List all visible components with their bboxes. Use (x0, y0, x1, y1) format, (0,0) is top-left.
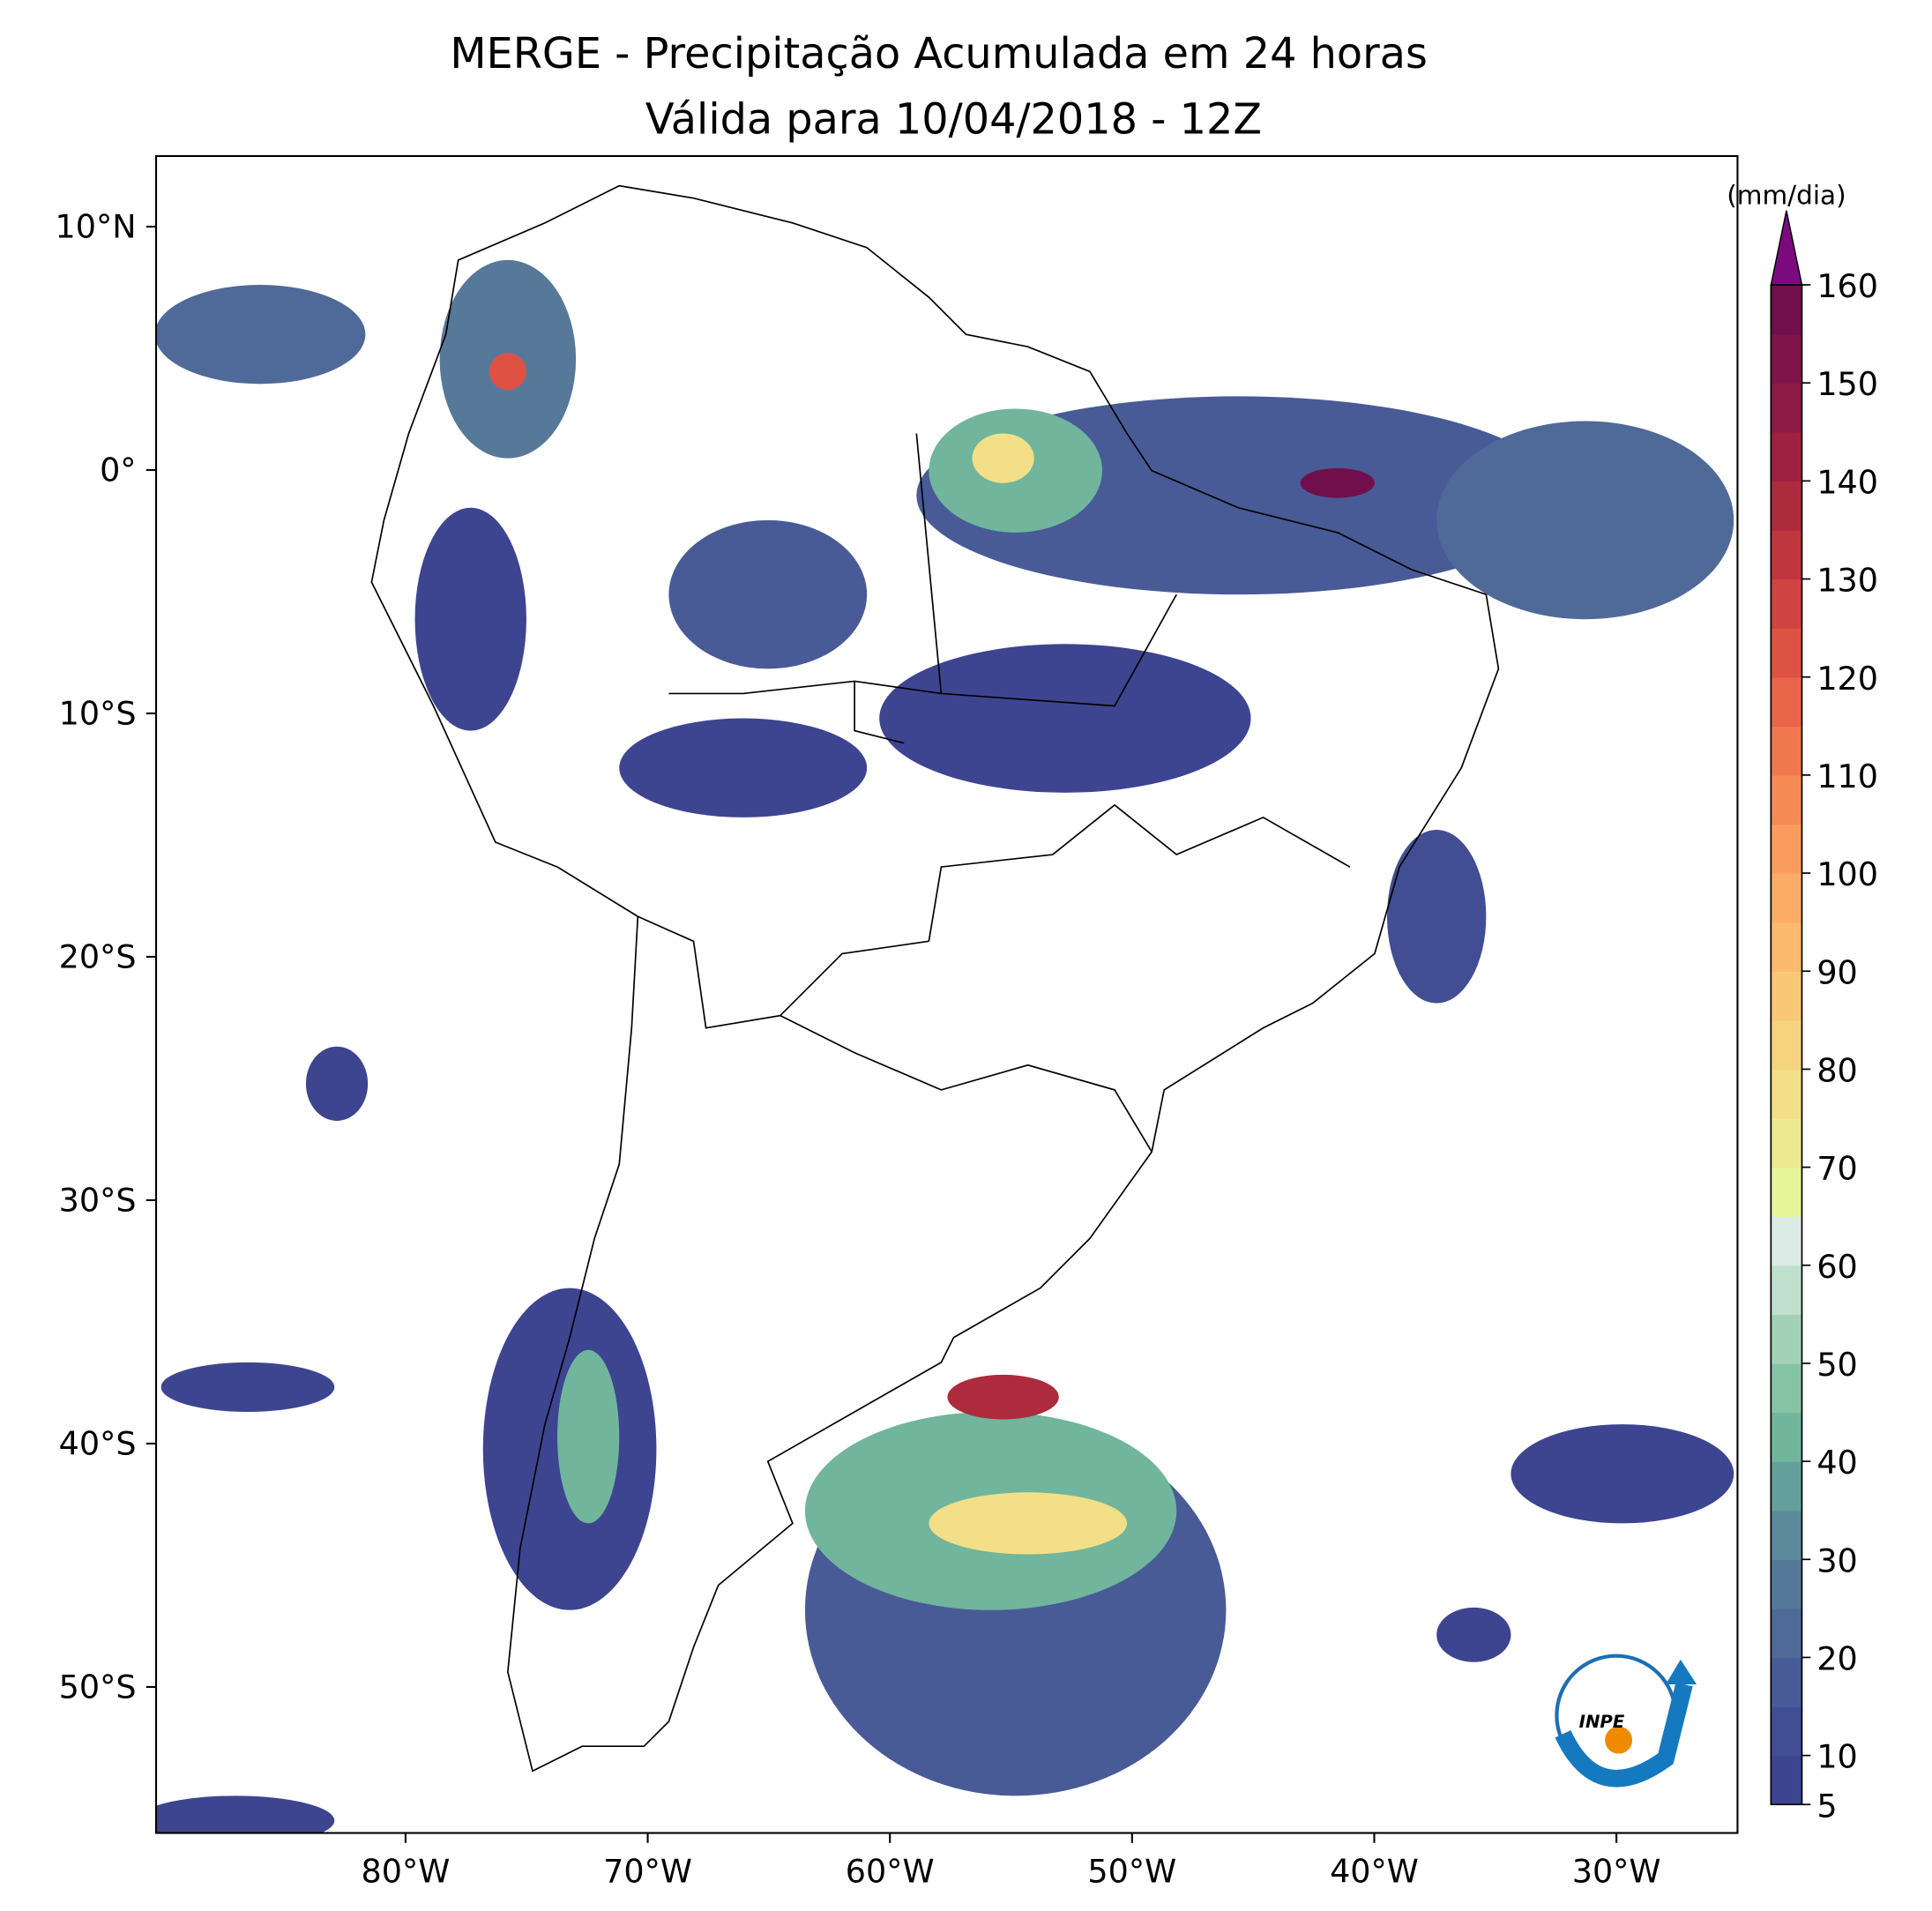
x-tick-label: 40°W (1330, 1853, 1419, 1891)
colorbar-band (1771, 1461, 1802, 1512)
x-tick-label: 30°W (1572, 1853, 1661, 1891)
colorbar-tick-label: 10 (1816, 1738, 1857, 1776)
title: MERGE - Precipitação Acumulada em 24 hor… (450, 30, 1428, 78)
colorbar-band (1771, 1608, 1802, 1659)
colorbar-band (1771, 1216, 1802, 1266)
colorbar-label: (mm/dia) (1727, 181, 1846, 211)
colorbar-band (1771, 873, 1802, 923)
colorbar-tick-label: 130 (1816, 562, 1878, 600)
colorbar-band (1771, 579, 1802, 629)
colorbar-band (1771, 726, 1802, 776)
colorbar-tick-label: 150 (1816, 365, 1878, 403)
colorbar-band (1771, 529, 1802, 580)
colorbar-band (1771, 824, 1802, 874)
colorbar-band (1771, 431, 1802, 482)
x-tick-label: 60°W (846, 1853, 935, 1891)
colorbar-tick-label: 5 (1816, 1787, 1837, 1825)
y-tick-label: 20°S (59, 938, 137, 976)
colorbar-tick-label: 120 (1816, 660, 1878, 698)
colorbar-band (1771, 1167, 1802, 1217)
colorbar-tick-label: 30 (1816, 1541, 1857, 1579)
colorbar-tick-label: 160 (1816, 267, 1878, 305)
colorbar-frame (1770, 284, 1803, 1806)
colorbar-band (1771, 481, 1802, 531)
colorbar-band (1771, 333, 1802, 384)
precipitation-field (156, 259, 1734, 1833)
colorbar-band (1771, 383, 1802, 433)
colorbar-extension (1770, 210, 1803, 286)
colorbar-band (1771, 1069, 1802, 1119)
x-tick-label: 70°W (603, 1853, 692, 1891)
colorbar-band (1771, 1314, 1802, 1364)
colorbar-tick-label: 50 (1816, 1346, 1857, 1384)
colorbar-band (1771, 1706, 1802, 1757)
colorbar-band (1771, 1755, 1802, 1805)
colorbar-band (1771, 1412, 1802, 1462)
colorbar-band (1771, 676, 1802, 728)
y-tick-label: 10°N (56, 208, 137, 246)
logo-text: INPE (1579, 1712, 1625, 1732)
y-tick-label: 0° (100, 452, 136, 489)
colorbar-band (1771, 1657, 1802, 1707)
colorbar-tick-label: 70 (1816, 1150, 1857, 1188)
colorbar-band (1771, 1362, 1802, 1414)
colorbar-tick-label: 90 (1816, 953, 1857, 991)
colorbar-tick-label: 80 (1816, 1051, 1857, 1089)
colorbar-tick-label: 60 (1816, 1248, 1857, 1286)
y-tick-label: 40°S (59, 1425, 137, 1463)
colorbar-tick-label: 110 (1816, 758, 1878, 795)
colorbar-tick-label: 100 (1816, 855, 1878, 893)
x-tick-label: 50°W (1087, 1853, 1176, 1891)
colorbar-band (1771, 628, 1802, 678)
colorbar-tick-label: 20 (1816, 1640, 1857, 1678)
colorbar-band (1771, 1019, 1802, 1071)
colorbar-band (1771, 774, 1802, 825)
colorbar-band (1771, 1265, 1802, 1316)
colorbar-band (1771, 285, 1802, 335)
logo: INPE (1555, 1653, 1697, 1788)
colorbar-band (1771, 1559, 1802, 1609)
colorbar-band (1771, 1117, 1802, 1168)
colorbar-band (1771, 1510, 1802, 1560)
colorbar-tick-label: 40 (1816, 1444, 1857, 1482)
colorbar-band (1771, 922, 1802, 972)
y-tick-label: 30°S (59, 1182, 137, 1220)
x-tick-label: 80°W (362, 1853, 451, 1891)
coastline (370, 184, 1500, 1773)
map-frame (154, 154, 1739, 1834)
y-tick-label: 50°S (59, 1668, 137, 1706)
colorbar-band (1771, 971, 1802, 1021)
colorbar-tick-label: 140 (1816, 463, 1878, 501)
subtitle: Válida para 10/04/2018 - 12Z (645, 96, 1262, 145)
y-tick-label: 10°S (59, 695, 137, 733)
